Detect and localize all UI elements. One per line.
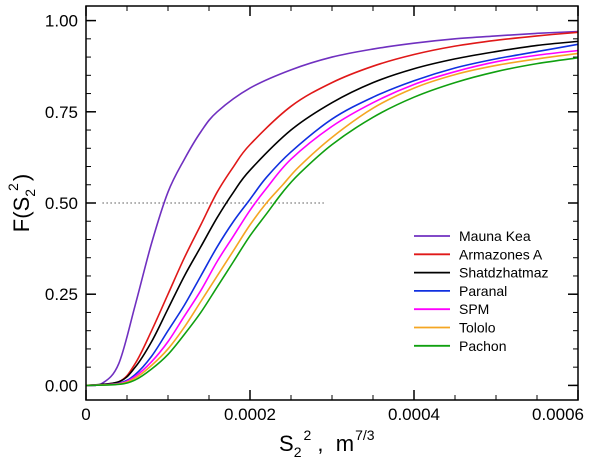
x-tick-label: 0: [81, 405, 90, 424]
y-axis-title-close: ): [9, 174, 34, 181]
x-axis-title-sep: , m: [311, 431, 354, 456]
series-line-shatdzhatmaz: [85, 40, 579, 387]
series-line-tololo: [85, 52, 579, 387]
x-axis-title-sup: 2: [303, 427, 311, 443]
y-axis-title: F(S22): [5, 174, 38, 232]
x-tick-label: 0.0006: [532, 405, 584, 424]
series-line-mauna-kea: [85, 30, 579, 387]
legend-label-shatdzhatmaz: Shatdzhatmaz: [459, 265, 549, 281]
y-tick-label: 0.75: [45, 103, 78, 122]
y-tick-label: 0.50: [45, 194, 78, 213]
x-axis-title-sub: 2: [294, 444, 302, 460]
y-tick-label: 1.00: [45, 12, 78, 31]
x-axis-title: S22 , m7/3: [279, 427, 375, 460]
series-line-spm: [85, 49, 579, 387]
x-tick-label: 0.0004: [388, 405, 440, 424]
series-lines: [85, 30, 579, 387]
y-axis-title-sub: 2: [22, 189, 38, 197]
legend-label-mauna-kea: Mauna Kea: [459, 228, 531, 244]
tick-labels: 0 0.0002 0.0004 0.0006 0.00 0.25 0.50 0.75 1.00: [45, 12, 584, 424]
series-line-pachon: [85, 57, 579, 387]
legend: Mauna Kea Armazones A Shatdzhatmaz Paranal S…: [414, 228, 549, 354]
legend-label-armazones-a: Armazones A: [459, 246, 543, 262]
y-tick-label: 0.00: [45, 376, 78, 395]
legend-label-paranal: Paranal: [459, 283, 507, 299]
series-line-paranal: [85, 43, 579, 387]
legend-label-tololo: Tololo: [459, 320, 496, 336]
series-line-armazones-a: [85, 31, 579, 387]
x-tick-label: 0.0002: [224, 405, 276, 424]
y-tick-label: 0.25: [45, 285, 78, 304]
axis-ticks: [85, 6, 579, 400]
plot-frame: [85, 5, 579, 401]
y-axis-title-sup: 2: [5, 183, 21, 191]
legend-label-pachon: Pachon: [459, 338, 506, 354]
legend-label-spm: SPM: [459, 301, 489, 317]
y-axis-title-main: F(S: [9, 197, 34, 232]
x-axis-title-main: S: [279, 431, 294, 456]
x-axis-title-unit-sup: 7/3: [355, 427, 375, 443]
